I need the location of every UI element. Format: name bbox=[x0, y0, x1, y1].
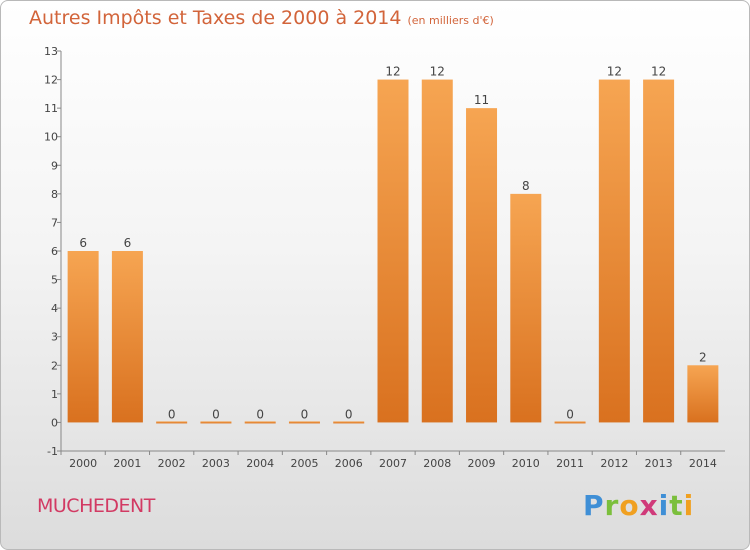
bar-2011 bbox=[554, 421, 586, 424]
x-tick-label: 2000 bbox=[69, 457, 97, 470]
y-tick-label: 9 bbox=[51, 159, 58, 172]
data-label-2010: 8 bbox=[522, 179, 530, 193]
data-label-2002: 0 bbox=[168, 407, 176, 421]
y-tick-label: 12 bbox=[44, 74, 58, 87]
bar-2000 bbox=[67, 251, 99, 423]
data-label-2014: 2 bbox=[699, 350, 707, 364]
y-tick-label: 4 bbox=[51, 302, 58, 315]
data-label-2005: 0 bbox=[301, 407, 309, 421]
y-tick-label: 13 bbox=[44, 45, 58, 58]
chart-title-text: Autres Impôts et Taxes de 2000 à 2014 bbox=[29, 7, 402, 29]
x-tick-label: 2004 bbox=[246, 457, 274, 470]
x-tick-label: 2012 bbox=[600, 457, 628, 470]
chart-title-unit: (en milliers d'€) bbox=[407, 14, 494, 27]
bar-2010 bbox=[510, 193, 542, 423]
data-label-2003: 0 bbox=[212, 407, 220, 421]
y-tick-label: 5 bbox=[51, 274, 58, 287]
bar-2012 bbox=[598, 79, 630, 423]
data-label-2006: 0 bbox=[345, 407, 353, 421]
x-tick-label: 2006 bbox=[335, 457, 363, 470]
bar-2006 bbox=[333, 421, 365, 424]
data-label-2001: 6 bbox=[124, 236, 132, 250]
data-label-2000: 6 bbox=[79, 236, 87, 250]
bar-2008 bbox=[421, 79, 453, 423]
data-label-2013: 12 bbox=[651, 65, 666, 79]
bar-2004 bbox=[244, 421, 276, 424]
location-name: MUCHEDENT bbox=[37, 495, 155, 517]
x-tick-label: 2014 bbox=[689, 457, 717, 470]
bar-2009 bbox=[466, 108, 498, 423]
y-tick-label: 7 bbox=[51, 216, 58, 229]
bar-2002 bbox=[156, 421, 188, 424]
y-tick-label: 8 bbox=[51, 188, 58, 201]
data-label-2004: 0 bbox=[256, 407, 264, 421]
bar-2001 bbox=[111, 251, 143, 423]
x-tick-label: 2013 bbox=[645, 457, 673, 470]
data-label-2011: 0 bbox=[566, 407, 574, 421]
chart-bars bbox=[67, 79, 719, 424]
x-tick-label: 2002 bbox=[158, 457, 186, 470]
data-label-2007: 12 bbox=[385, 65, 400, 79]
bar-2014 bbox=[687, 365, 719, 423]
y-tick-label: 11 bbox=[44, 102, 58, 115]
x-tick-label: 2010 bbox=[512, 457, 540, 470]
y-tick-label: 10 bbox=[44, 131, 58, 144]
bar-2007 bbox=[377, 79, 409, 423]
chart-data-labels: 6 6 0 0 0 0 0 12 12 11 8 0 12 12 2 bbox=[79, 65, 706, 422]
x-tick-label: 2011 bbox=[556, 457, 584, 470]
x-tick-label: 2001 bbox=[113, 457, 141, 470]
y-tick-label: 2 bbox=[51, 359, 58, 372]
y-tick-label: -1 bbox=[47, 445, 58, 458]
bar-2013 bbox=[643, 79, 675, 423]
chart-title: Autres Impôts et Taxes de 2000 à 2014 (en… bbox=[29, 7, 494, 29]
bar-2005 bbox=[288, 421, 320, 424]
x-tick-label: 2007 bbox=[379, 457, 407, 470]
y-tick-label: 0 bbox=[51, 416, 58, 429]
proxiti-logo: Proxiti bbox=[583, 489, 695, 522]
x-tick-label: 2003 bbox=[202, 457, 230, 470]
x-tick-label: 2008 bbox=[423, 457, 451, 470]
x-tick-label: 2005 bbox=[290, 457, 318, 470]
data-label-2012: 12 bbox=[607, 65, 622, 79]
data-label-2009: 11 bbox=[474, 93, 489, 107]
y-tick-label: 3 bbox=[51, 331, 58, 344]
x-tick-label: 2009 bbox=[468, 457, 496, 470]
y-tick-label: 1 bbox=[51, 388, 58, 401]
bar-2003 bbox=[200, 421, 232, 424]
y-tick-label: 6 bbox=[51, 245, 58, 258]
data-label-2008: 12 bbox=[430, 65, 445, 79]
